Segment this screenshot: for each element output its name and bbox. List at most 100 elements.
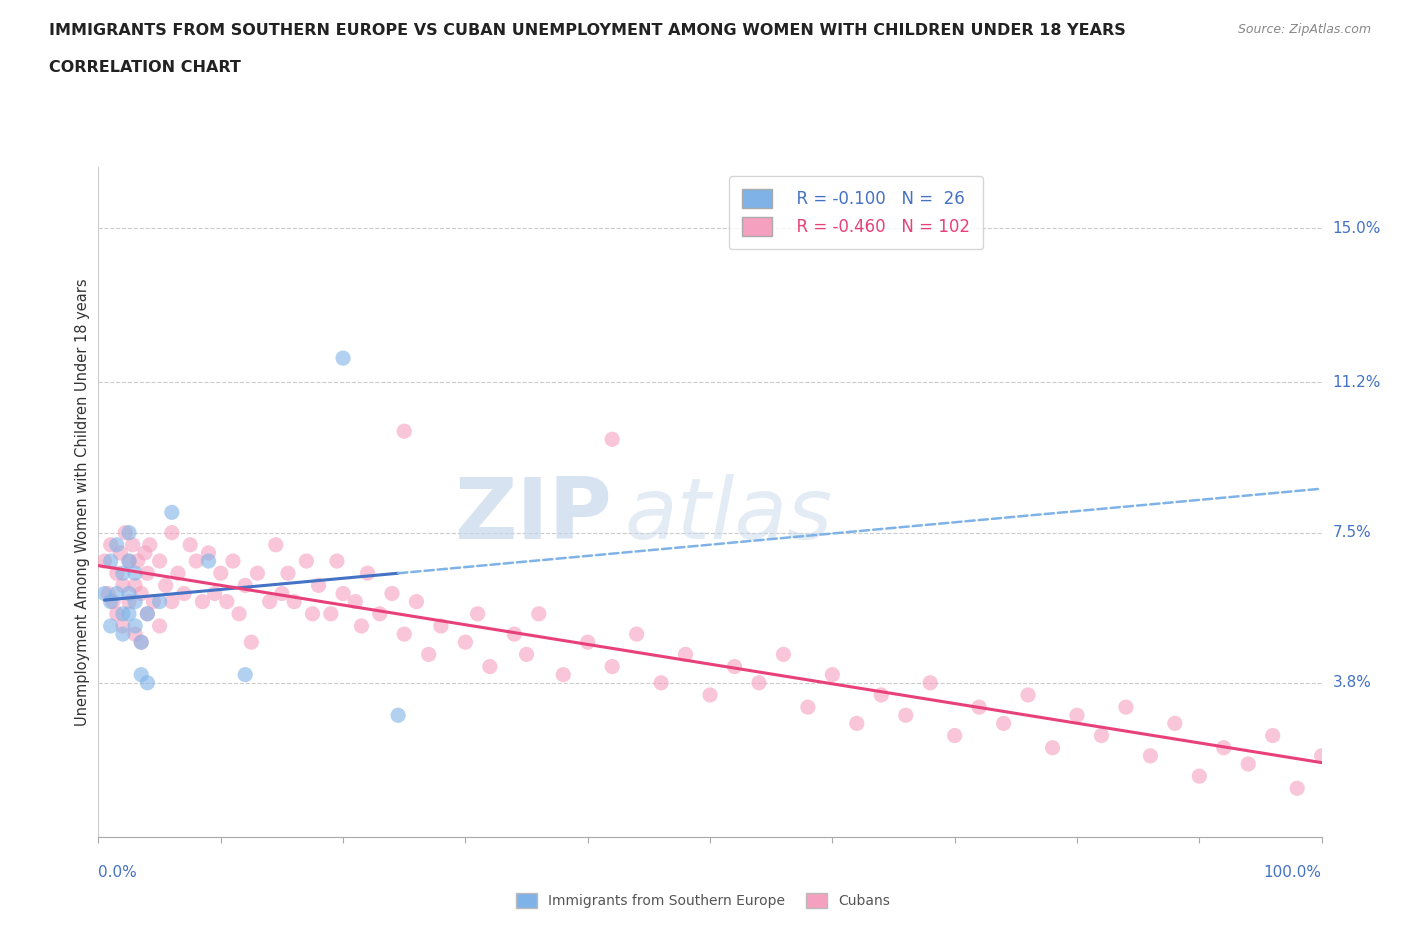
Point [600,432,623,446]
Point [134,546,156,561]
Point [392,627,416,642]
Point [136,606,159,621]
Point [430,618,453,633]
Point [127,553,149,568]
Point [993,716,1015,731]
Point [1286,781,1309,796]
Point [1066,708,1088,723]
Point [1310,749,1333,764]
Point [527,606,550,621]
Text: 3.8%: 3.8% [1333,675,1372,690]
Point [233,578,256,592]
Point [308,578,330,592]
Text: 100.0%: 100.0% [1264,865,1322,880]
Text: atlas: atlas [624,474,832,557]
Point [259,594,281,609]
Point [100,618,122,633]
Point [105,565,128,580]
Point [160,525,183,540]
Point [454,635,477,650]
Point [93,553,115,568]
Legend: Immigrants from Southern Europe, Cubans: Immigrants from Southern Europe, Cubans [510,888,896,914]
Point [222,553,245,568]
Point [167,565,190,580]
Point [381,586,404,601]
Point [129,667,152,682]
Point [233,667,256,682]
Point [1261,728,1284,743]
Point [124,594,146,609]
Point [149,618,172,633]
Point [124,627,146,642]
Point [97,586,120,601]
Point [576,635,599,650]
Point [149,594,172,609]
Point [111,618,134,633]
Point [246,565,269,580]
Point [1090,728,1112,743]
Point [387,708,409,723]
Point [100,553,122,568]
Point [418,647,440,662]
Point [173,586,195,601]
Point [118,525,141,540]
Point [699,687,721,702]
Point [118,553,141,568]
Text: CORRELATION CHART: CORRELATION CHART [49,60,240,75]
Point [129,635,152,650]
Text: ZIP: ZIP [454,474,612,557]
Point [748,675,770,690]
Point [129,586,152,601]
Point [332,351,354,365]
Point [1042,740,1064,755]
Point [124,578,146,592]
Point [332,586,354,601]
Point [344,594,367,609]
Text: 7.5%: 7.5% [1333,525,1371,540]
Point [209,565,232,580]
Point [100,538,122,552]
Point [515,647,537,662]
Point [240,635,263,650]
Y-axis label: Unemployment Among Women with Children Under 18 years: Unemployment Among Women with Children U… [75,278,90,726]
Point [270,586,294,601]
Point [160,505,183,520]
Text: 11.2%: 11.2% [1333,375,1381,390]
Point [118,553,141,568]
Point [1212,740,1234,755]
Point [821,667,844,682]
Point [105,538,128,552]
Point [600,659,623,674]
Point [626,627,648,642]
Point [277,565,299,580]
Point [114,525,136,540]
Point [111,627,134,642]
Point [967,699,990,714]
Point [136,606,159,621]
Point [319,606,342,621]
Point [368,606,391,621]
Legend:   R = -0.100   N =  26,   R = -0.460   N = 102: R = -0.100 N = 26, R = -0.460 N = 102 [730,176,983,249]
Point [186,553,208,568]
Point [111,565,134,580]
Text: 15.0%: 15.0% [1333,220,1381,236]
Point [283,594,305,609]
Point [301,606,323,621]
Point [356,565,378,580]
Point [155,578,177,592]
Point [124,565,146,580]
Point [845,716,868,731]
Point [920,675,942,690]
Point [1139,749,1161,764]
Point [215,594,238,609]
Point [943,728,966,743]
Point [105,606,128,621]
Point [228,606,250,621]
Point [118,586,141,601]
Point [124,618,146,633]
Point [118,594,141,609]
Text: 0.0%: 0.0% [98,865,138,880]
Point [723,659,745,674]
Point [179,538,201,552]
Point [105,586,128,601]
